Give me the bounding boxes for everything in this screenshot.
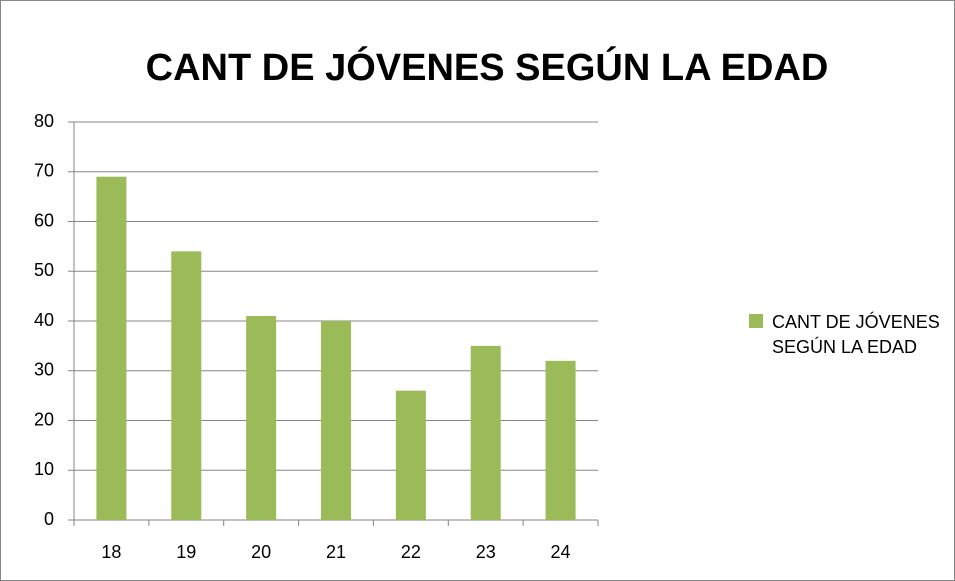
x-tick-label: 23	[476, 542, 496, 562]
y-tick-label: 70	[34, 161, 54, 181]
y-tick-label: 80	[34, 111, 54, 131]
x-tick-label: 24	[551, 542, 571, 562]
y-tick-label: 60	[34, 210, 54, 230]
y-tick-label: 50	[34, 260, 54, 280]
bar	[171, 251, 202, 520]
bar	[96, 176, 127, 520]
bar	[395, 390, 426, 520]
bar	[545, 360, 576, 520]
y-tick-label: 30	[34, 360, 54, 380]
legend-swatch	[749, 314, 763, 328]
x-tick-label: 20	[251, 542, 271, 562]
legend-label: CANT DE JÓVENES SEGÚN LA EDAD	[772, 312, 940, 357]
y-tick-label: 20	[34, 409, 54, 429]
bar	[470, 345, 501, 520]
x-tick-label: 18	[101, 542, 121, 562]
y-tick-label: 40	[34, 310, 54, 330]
bar	[321, 321, 351, 520]
bar	[246, 316, 277, 520]
x-tick-label: 22	[401, 542, 421, 562]
x-tick-label: 21	[326, 542, 346, 562]
y-tick-label: 0	[44, 509, 54, 529]
y-tick-label: 10	[34, 459, 54, 479]
chart-title: CANT DE JÓVENES SEGÚN LA EDAD	[146, 45, 829, 89]
x-tick-label: 19	[176, 542, 196, 562]
